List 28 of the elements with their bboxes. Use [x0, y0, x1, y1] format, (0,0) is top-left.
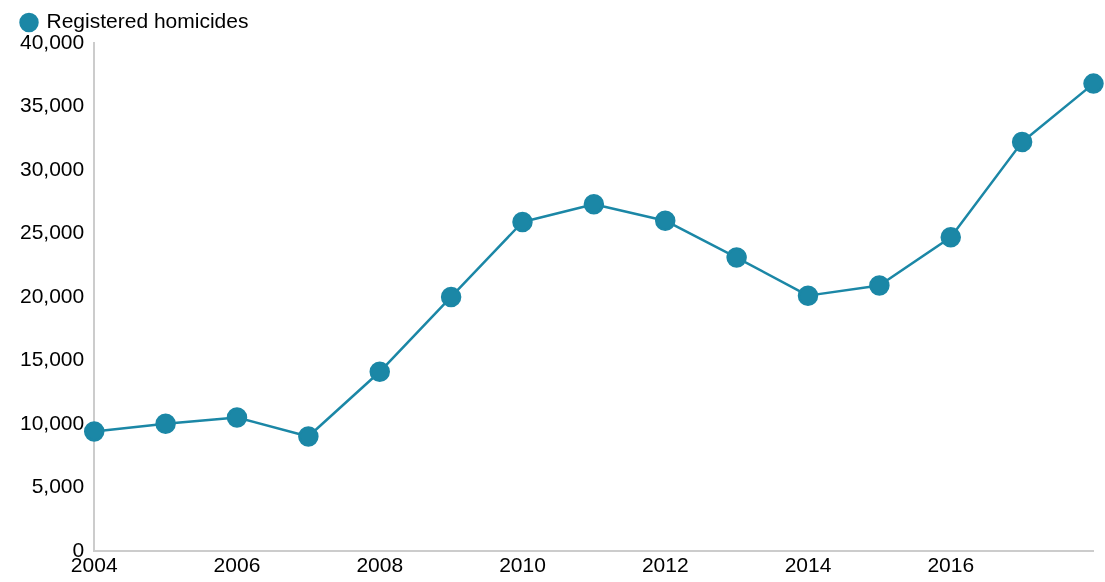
- x-tick-label: 2014: [784, 553, 832, 577]
- point: [155, 413, 176, 435]
- y-tick-label: 10,000: [20, 410, 85, 434]
- y-tick-label: 25,000: [20, 220, 85, 244]
- point: [797, 285, 819, 306]
- point: [1011, 131, 1033, 153]
- point: [83, 421, 105, 442]
- point: [940, 226, 961, 248]
- point: [726, 247, 747, 268]
- point: [1083, 73, 1104, 94]
- y-tick-label: 15,000: [20, 347, 85, 371]
- x-tick-label: 2010: [499, 553, 546, 577]
- y-tick-label: 35,000: [20, 93, 85, 117]
- y-tick-label: 5,000: [31, 474, 85, 498]
- x-tick-label: 2008: [356, 553, 404, 577]
- x-tick-label: 2006: [213, 553, 261, 577]
- point: [583, 193, 605, 215]
- point: [512, 211, 533, 233]
- point: [226, 407, 248, 428]
- x-tick-label: 2016: [927, 553, 975, 577]
- y-tick-label: 30,000: [20, 156, 85, 180]
- point: [369, 361, 390, 383]
- y-tick-label: 20,000: [20, 283, 85, 307]
- x-tick-label: 2012: [641, 553, 689, 577]
- point: [869, 275, 890, 296]
- point: [440, 286, 462, 308]
- point: [298, 426, 319, 447]
- point: [654, 210, 676, 231]
